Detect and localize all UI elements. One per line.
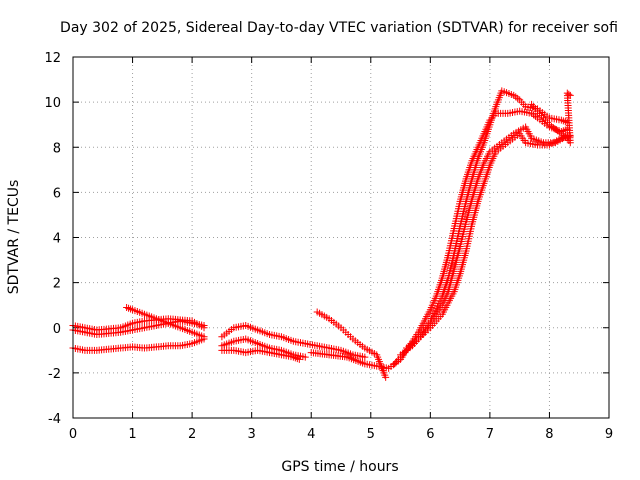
y-tick-label: -2 <box>48 367 61 382</box>
series-track-d <box>123 303 208 341</box>
data-point <box>295 355 303 363</box>
x-tick-label: 8 <box>545 427 553 442</box>
plot-frame <box>72 56 610 419</box>
series-track-g <box>218 346 303 363</box>
chart-title: Day 302 of 2025, Sidereal Day-to-day VTE… <box>60 20 618 36</box>
y-tick-label: 8 <box>53 141 61 156</box>
x-axis-label: GPS time / hours <box>281 459 398 475</box>
data-points <box>69 87 574 381</box>
x-tick-label: 1 <box>128 427 136 442</box>
x-tick-label: 4 <box>307 427 315 442</box>
data-point <box>361 353 369 361</box>
x-tick-label: 3 <box>248 427 256 442</box>
data-point <box>382 373 390 381</box>
x-tick-label: 2 <box>188 427 196 442</box>
series-track-k <box>397 123 571 359</box>
x-tick-label: 6 <box>426 427 434 442</box>
data-point <box>200 333 208 341</box>
y-tick-label: 2 <box>53 277 61 292</box>
series-track-m <box>528 89 574 147</box>
x-tick-label: 0 <box>69 427 77 442</box>
data-point <box>200 324 208 332</box>
series-track-e <box>218 321 369 361</box>
x-tick-label: 5 <box>367 427 375 442</box>
data-point <box>565 90 573 98</box>
data-point <box>566 91 574 99</box>
y-axis-label: SDTVAR / TECUs <box>6 180 22 295</box>
y-tick-label: -4 <box>48 412 61 427</box>
x-tick-label: 9 <box>605 427 613 442</box>
y-tick-label: 6 <box>53 186 61 201</box>
series-track-h <box>313 308 390 381</box>
x-tick-label: 7 <box>486 427 494 442</box>
y-tick-label: 0 <box>53 322 61 337</box>
y-tick-label: 4 <box>53 232 61 247</box>
y-tick-label: 10 <box>44 96 61 111</box>
y-tick-label: 12 <box>44 51 61 66</box>
data-point <box>301 353 309 361</box>
